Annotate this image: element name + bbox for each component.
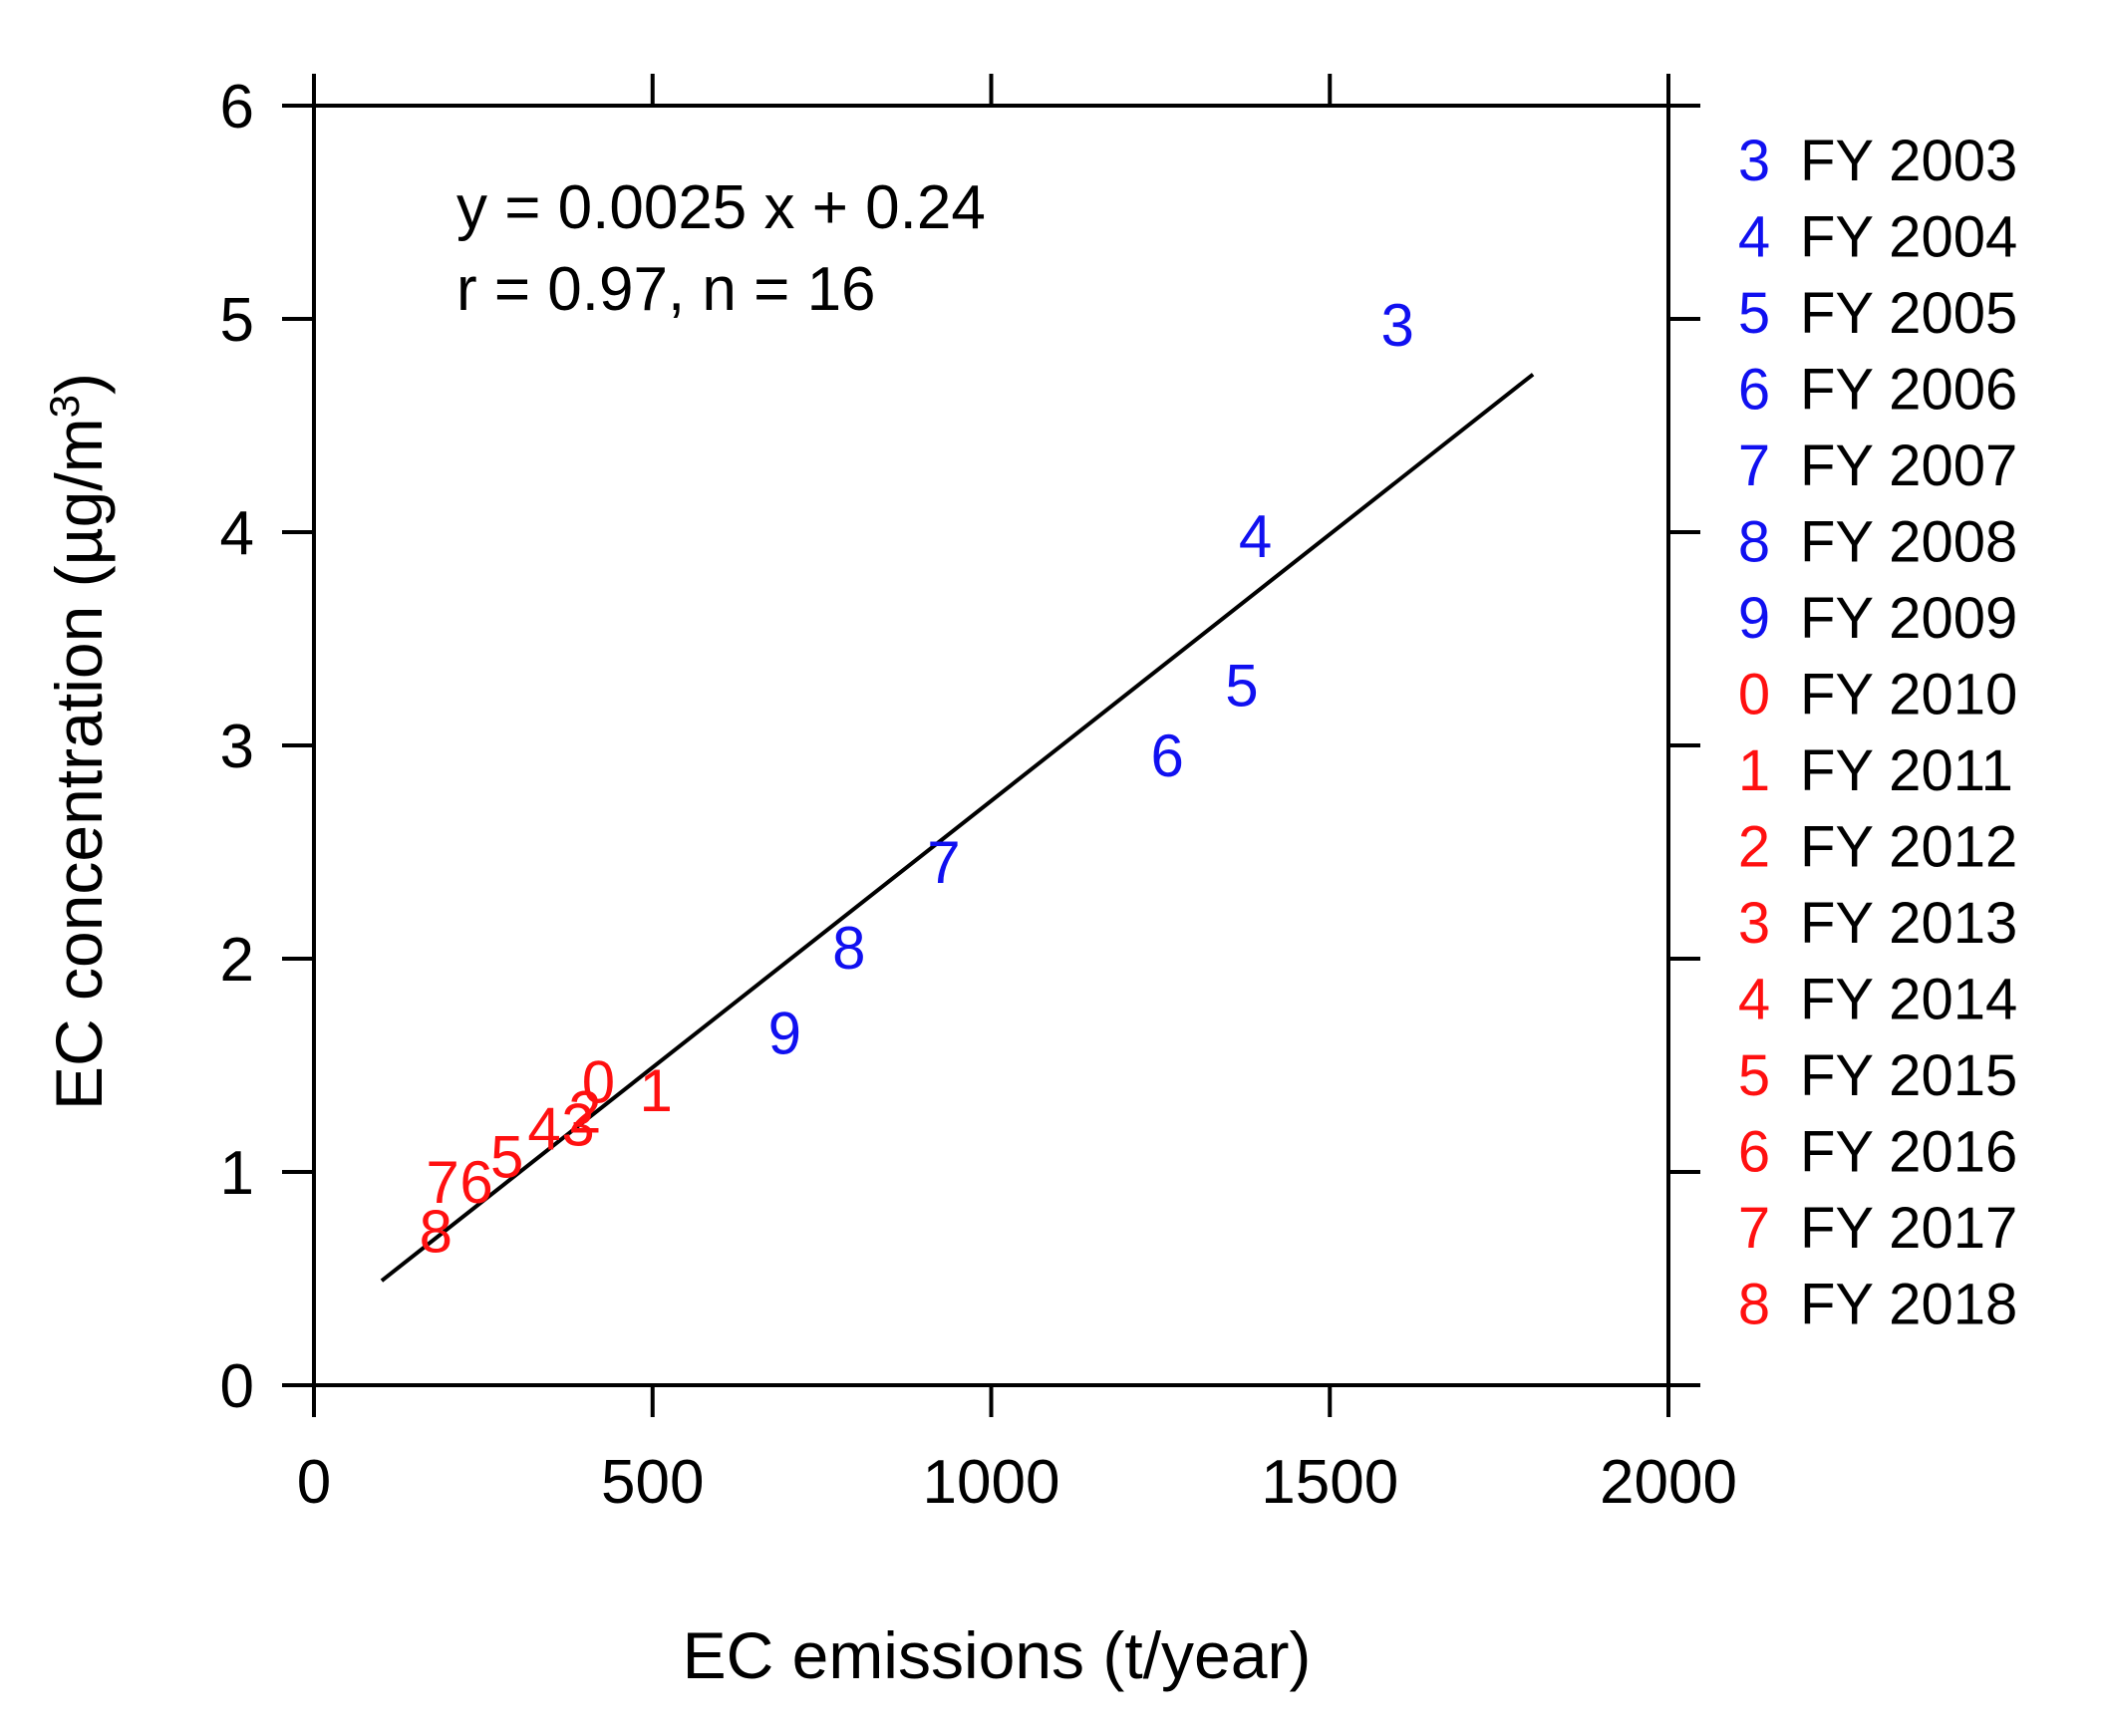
- data-point: 8: [832, 915, 865, 982]
- legend-symbol: 8: [1738, 1273, 1770, 1337]
- legend-symbol: 3: [1738, 129, 1770, 193]
- data-point: 6: [459, 1149, 492, 1216]
- y-tick-label: 1: [220, 1139, 254, 1208]
- x-axis-title: EC emissions (t/year): [683, 1618, 1312, 1692]
- legend-symbol: 4: [1738, 968, 1770, 1032]
- legend-label: FY 2005: [1800, 281, 2017, 346]
- y-tick-label: 0: [220, 1352, 254, 1421]
- y-axis-title-close: ): [42, 373, 116, 395]
- x-tick-label: 0: [297, 1448, 331, 1517]
- data-point: 5: [1225, 653, 1258, 720]
- legend-label: FY 2014: [1800, 968, 2017, 1032]
- regression-line: [380, 373, 1535, 1283]
- legend-symbol: 8: [1738, 510, 1770, 575]
- legend-label: FY 2003: [1800, 129, 2017, 193]
- data-point: 2: [568, 1079, 601, 1146]
- data-point: 4: [527, 1096, 560, 1163]
- y-tick-label: 5: [220, 286, 254, 355]
- legend-symbol: 5: [1738, 281, 1770, 346]
- legend-label: FY 2018: [1800, 1273, 2017, 1337]
- legend-symbol: 5: [1738, 1043, 1770, 1108]
- legend-label: FY 2009: [1800, 586, 2017, 651]
- legend-symbol: 7: [1738, 1196, 1770, 1261]
- data-point: 1: [639, 1057, 672, 1124]
- legend-symbol: 7: [1738, 434, 1770, 498]
- legend-symbol: 3: [1738, 891, 1770, 956]
- data-point: 9: [768, 1000, 801, 1066]
- data-point: 3: [561, 1091, 594, 1158]
- legend-label: FY 2008: [1800, 510, 2017, 575]
- y-tick-label: 3: [220, 713, 254, 781]
- data-point: 4: [1239, 503, 1272, 570]
- legend-symbol: 6: [1738, 358, 1770, 423]
- data-point: 5: [490, 1124, 523, 1191]
- legend-symbol: 0: [1738, 663, 1770, 727]
- x-tick-label: 2000: [1600, 1448, 1737, 1517]
- legend-symbol: 4: [1738, 205, 1770, 270]
- y-axis-title-main: EC concentration (µg/m: [42, 418, 116, 1110]
- legend-label: FY 2010: [1800, 663, 2017, 727]
- equation-annotation: y = 0.0025 x + 0.24: [456, 173, 986, 242]
- data-point: 0: [582, 1049, 615, 1116]
- legend-label: FY 2011: [1800, 738, 2013, 803]
- x-tick-label: 1500: [1261, 1448, 1398, 1517]
- data-point: 8: [420, 1198, 452, 1265]
- legend-symbol: 2: [1738, 815, 1770, 880]
- y-tick-label: 2: [220, 926, 254, 995]
- legend-label: FY 2012: [1800, 815, 2017, 880]
- x-tick-label: 1000: [923, 1448, 1060, 1517]
- y-axis-title: EC concentration (µg/m3): [41, 373, 117, 1110]
- legend-label: FY 2015: [1800, 1043, 2017, 1108]
- legend: 3 FY 2003 4 FY 2004 5 FY 2005 6 FY 2006 7 FY 2007…: [1738, 129, 2017, 1337]
- y-tick-label: 4: [220, 499, 254, 568]
- stats-annotation: r = 0.97, n = 16: [456, 255, 876, 324]
- legend-label: FY 2004: [1800, 205, 2017, 270]
- legend-symbol: 9: [1738, 586, 1770, 651]
- legend-symbol: 6: [1738, 1120, 1770, 1185]
- legend-label: FY 2017: [1800, 1196, 2017, 1261]
- data-point: 3: [1381, 292, 1414, 359]
- data-point: 7: [426, 1149, 458, 1216]
- legend-label: FY 2007: [1800, 434, 2017, 498]
- legend-label: FY 2016: [1800, 1120, 2017, 1185]
- x-tick-label: 500: [601, 1448, 704, 1517]
- legend-label: FY 2006: [1800, 358, 2017, 423]
- data-point: 6: [1150, 723, 1183, 789]
- legend-symbol: 1: [1738, 738, 1770, 803]
- legend-label: FY 2013: [1800, 891, 2017, 956]
- y-axis-title-sup: 3: [41, 395, 88, 418]
- data-point: 7: [927, 829, 960, 896]
- y-tick-label: 6: [220, 73, 254, 142]
